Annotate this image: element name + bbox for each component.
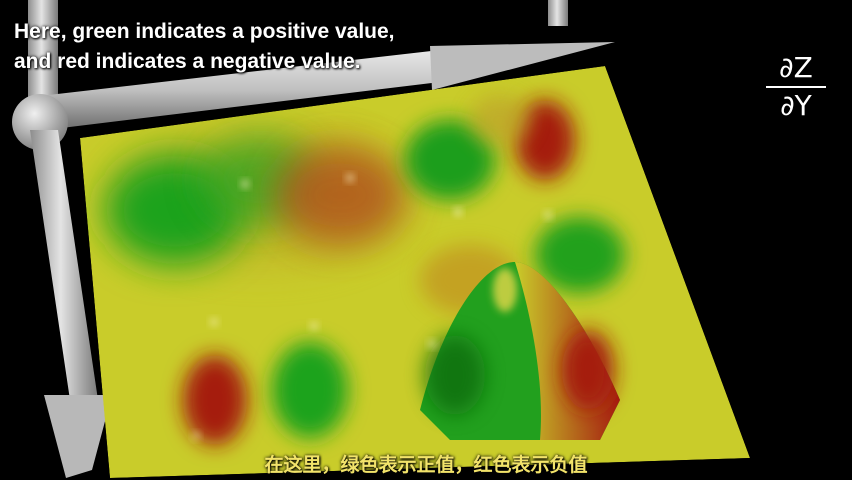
english-subtitle: Here, green indicates a positive value, …: [14, 17, 395, 77]
derivative-denominator: ∂Y: [762, 90, 830, 122]
english-subtitle-line-1: Here, green indicates a positive value,: [14, 17, 395, 47]
derivative-numerator: ∂Z: [762, 52, 830, 84]
chinese-subtitle: 在这里，绿色表示正值，红色表示负值: [0, 450, 852, 477]
vertical-axis-top: [548, 0, 568, 26]
partial-derivative-label: ∂Z ∂Y: [762, 52, 830, 122]
fraction-bar: [766, 86, 826, 88]
surface-plane: [80, 66, 750, 478]
english-subtitle-line-2: and red indicates a negative value.: [14, 47, 395, 77]
